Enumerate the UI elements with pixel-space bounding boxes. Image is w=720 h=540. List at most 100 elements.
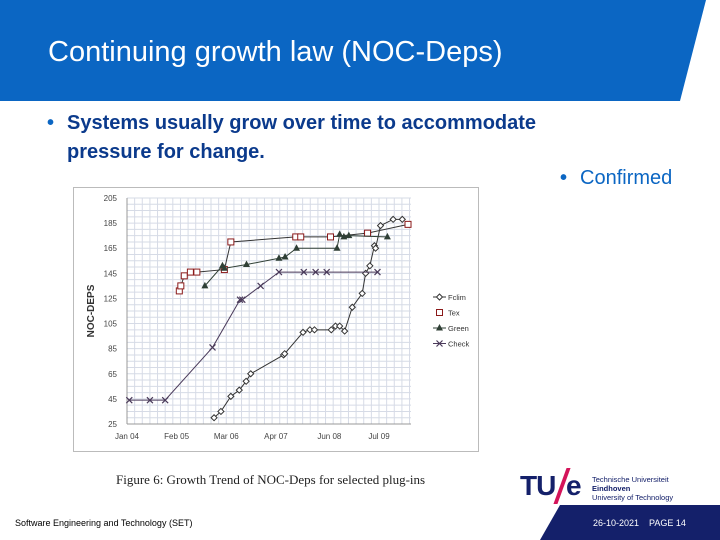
y-tick-label: 25: [108, 420, 117, 429]
confirmed-text: Confirmed: [580, 167, 673, 189]
data-point-diamond: [280, 349, 289, 358]
x-tick-label: Jun 08: [317, 432, 342, 441]
data-point-triangle: [220, 264, 228, 271]
logo-line-1: Technische Universiteit: [592, 475, 669, 484]
data-point-diamond: [217, 407, 225, 416]
legend-item: Tex: [436, 309, 460, 318]
data-point-diamond: [358, 289, 366, 298]
y-tick-label: 185: [104, 219, 118, 228]
logo-e: e: [566, 470, 582, 501]
y-tick-label: 65: [108, 370, 117, 379]
growth-chart: 25 45 65 85 105 125 145 165 185 205 Jan 04 Feb 05 Ma…: [86, 194, 470, 441]
data-point-cross: [209, 343, 216, 351]
legend-label: Check: [448, 340, 470, 349]
data-point-diamond: [371, 244, 380, 252]
y-tick-label: 85: [108, 345, 117, 354]
data-point-diamond: [348, 303, 356, 311]
legend-item: Green: [433, 324, 469, 333]
data-point-triangle: [275, 254, 283, 261]
title-band: [0, 0, 706, 101]
y-tick-label: 145: [104, 269, 118, 278]
series-green: [201, 230, 391, 289]
data-point-square: [193, 268, 201, 276]
data-point-cross: [323, 268, 331, 276]
data-point-diamond: [227, 392, 235, 401]
bullet-main: • Systems usually grow over time to acco…: [47, 112, 537, 164]
x-tick-label: Jan 04: [115, 432, 140, 441]
data-point-diamond: [398, 215, 406, 224]
y-tick-label: 125: [104, 294, 118, 303]
logo-line-3: University of Technology: [592, 493, 674, 502]
page-number: PAGE 14: [649, 518, 686, 528]
x-tick-label: Mar 06: [214, 432, 239, 441]
y-axis-label: NOC-DEPS: [86, 284, 97, 337]
legend-label: Green: [448, 324, 469, 333]
footer-band: [540, 505, 720, 540]
series-line: [129, 271, 378, 401]
data-point-triangle: [201, 281, 209, 289]
data-point-diamond: [335, 322, 344, 330]
data-point-diamond: [435, 293, 444, 301]
data-point-cross: [312, 268, 320, 276]
data-point-square: [180, 272, 188, 280]
y-tick-label: 105: [104, 320, 118, 329]
data-point-diamond: [299, 328, 307, 337]
data-point-diamond: [327, 326, 335, 334]
figure-caption: Figure 6: Growth Trend of NOC-Deps for s…: [116, 472, 426, 487]
bullet-line-1: Systems usually grow over time to accomm…: [67, 112, 537, 134]
data-point-diamond: [366, 262, 374, 270]
data-point-square: [327, 233, 335, 241]
data-point-square: [364, 229, 372, 237]
data-point-cross: [125, 396, 133, 404]
legend-item: Fclim: [433, 293, 466, 302]
chart-figure: 25 45 65 85 105 125 145 165 185 205 Jan 04 Feb 05 Ma…: [73, 187, 479, 452]
data-point-diamond: [210, 414, 218, 422]
series-fclim: [210, 215, 406, 422]
data-point-diamond: [242, 377, 250, 386]
data-point-triangle: [436, 324, 443, 331]
data-point-cross: [257, 282, 265, 290]
data-point-square: [436, 309, 443, 316]
bullet-dot: •: [47, 112, 55, 134]
y-tick-label: 205: [104, 194, 118, 203]
y-tick-label: 45: [108, 395, 117, 404]
data-point-diamond: [247, 370, 255, 378]
data-point-diamond: [310, 326, 319, 334]
data-point-square: [186, 268, 194, 276]
data-point-cross: [236, 296, 244, 304]
data-point-triangle: [333, 244, 341, 251]
data-point-triangle: [336, 230, 344, 237]
data-point-diamond: [235, 386, 243, 394]
x-tick-label: Jul 09: [368, 432, 390, 441]
bullet-confirmed: • Confirmed: [560, 167, 673, 190]
data-point-square: [404, 220, 412, 228]
data-point-square: [177, 282, 185, 290]
logo-tu: TU: [520, 470, 556, 501]
x-tick-label: Feb 05: [164, 432, 189, 441]
y-tick-label: 165: [104, 244, 118, 253]
data-point-triangle: [383, 232, 391, 240]
data-point-cross: [146, 396, 154, 404]
footer-department: Software Engineering and Technology (SET…: [15, 518, 193, 528]
data-point-cross: [161, 396, 169, 404]
legend-item: Check: [433, 340, 470, 349]
series-tex: [175, 220, 412, 295]
data-point-cross: [275, 268, 283, 276]
x-tick-label: Apr 07: [264, 432, 288, 441]
data-point-cross: [238, 296, 246, 304]
data-point-diamond: [340, 327, 349, 335]
data-point-triangle: [281, 253, 289, 260]
logo-text: Technische Universiteit Eindhoven Univer…: [592, 475, 673, 502]
legend-label: Fclim: [448, 293, 466, 302]
footer-date: 26-10-2021: [593, 518, 640, 528]
data-point-triangle: [243, 260, 251, 268]
bullet-line-2: pressure for change.: [67, 141, 265, 163]
data-point-diamond: [376, 221, 385, 230]
slide-title: Continuing growth law (NOC-Deps): [48, 36, 503, 68]
data-point-diamond: [389, 215, 397, 224]
data-point-cross: [436, 340, 443, 347]
bullet-dot: •: [560, 167, 568, 189]
logo-line-2: Eindhoven: [592, 484, 631, 493]
data-point-square: [227, 238, 235, 246]
legend-label: Tex: [448, 309, 460, 318]
